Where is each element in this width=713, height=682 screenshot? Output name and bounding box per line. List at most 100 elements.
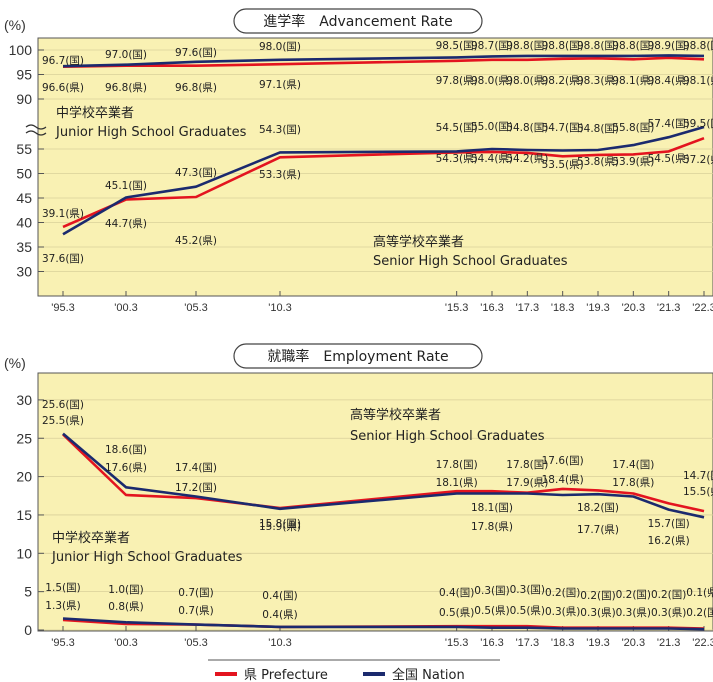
adv-senior-label-ja: 高等学校卒業者 xyxy=(373,234,464,250)
employment-grid xyxy=(38,399,713,631)
data-label: 0.2(国) xyxy=(651,589,686,601)
advancement-title: 進学率 Advancement Rate xyxy=(263,13,452,30)
legend: 県 Prefecture 全国 Nation xyxy=(208,659,500,682)
data-label: 0.4(県) xyxy=(262,609,297,621)
data-label: 97.6(国) xyxy=(175,47,217,59)
data-label: 47.3(国) xyxy=(175,167,217,179)
data-label: 17.7(県) xyxy=(577,524,619,536)
y-tick-label: 50 xyxy=(16,166,32,182)
data-label: 98.8(国) xyxy=(577,40,619,52)
x-tick-label: '16.3 xyxy=(480,302,504,314)
data-label: 98.3(県) xyxy=(577,75,619,87)
data-label: 54.5(県) xyxy=(648,153,690,165)
x-tick-label: '05.3 xyxy=(184,637,208,649)
data-label: 96.7(国) xyxy=(42,55,84,67)
y-tick-label: 15 xyxy=(16,507,32,523)
data-label: 54.3(国) xyxy=(259,124,301,136)
data-label: 1.3(県) xyxy=(45,600,80,612)
data-label: 0.5(県) xyxy=(474,605,509,617)
data-label: 15.5(県) xyxy=(683,486,713,498)
x-tick-label: '16.3 xyxy=(480,637,504,649)
data-label: 15.8(国) xyxy=(259,518,301,530)
data-label: 98.0(県) xyxy=(471,75,513,87)
data-label: 97.0(国) xyxy=(105,49,147,61)
data-label: 15.7(国) xyxy=(648,518,690,530)
legend-prefecture-label: 県 Prefecture xyxy=(244,668,328,682)
data-label: 17.9(県) xyxy=(506,477,548,489)
data-label: 0.2(国) xyxy=(616,589,651,601)
data-label: 37.6(国) xyxy=(42,253,84,265)
data-label: 97.1(県) xyxy=(259,79,301,91)
data-label: 17.6(国) xyxy=(542,455,584,467)
y-tick-label: 30 xyxy=(16,392,32,408)
data-label: 53.8(県) xyxy=(577,156,619,168)
employment-rate-chart: 就職率 Employment Rate (%) 0 5 10 15 20 25 30 '95… xyxy=(4,343,713,649)
data-label: 98.5(国) xyxy=(436,40,478,52)
x-tick-label: '95.3 xyxy=(51,302,75,314)
y-tick-label: 95 xyxy=(16,67,32,83)
data-label: 0.2(国) xyxy=(686,607,713,619)
data-label: 54.4(県) xyxy=(471,153,513,165)
employment-title-pill xyxy=(233,343,483,369)
x-tick-label: '15.3 xyxy=(445,637,469,649)
y-tick-label: 5 xyxy=(24,584,32,600)
data-label: 54.7(国) xyxy=(542,122,584,134)
series-line-junior-nation xyxy=(62,54,705,68)
data-label: 98.8(国) xyxy=(506,40,548,52)
data-label: 55.8(国) xyxy=(612,122,654,134)
data-label: 0.3(県) xyxy=(580,607,615,619)
x-tick-label: '17.3 xyxy=(516,637,540,649)
data-label: 96.6(県) xyxy=(42,82,84,94)
x-tick-label: '18.3 xyxy=(551,302,575,314)
y-tick-label: 40 xyxy=(16,215,32,231)
data-label: 0.2(国) xyxy=(545,587,580,599)
legend-nation-label: 全国 Nation xyxy=(392,667,465,682)
y-tick-label: 0 xyxy=(24,622,32,638)
advancement-series-lines xyxy=(62,54,705,236)
data-label: 1.5(国) xyxy=(45,582,80,594)
emp-junior-label-ja: 中学校卒業者 xyxy=(52,530,130,546)
data-label: 96.8(県) xyxy=(175,82,217,94)
data-label: 98.0(県) xyxy=(506,75,548,87)
x-tick-label: '18.3 xyxy=(551,637,575,649)
emp-junior-label-en: Junior High School Graduates xyxy=(51,550,243,565)
employment-data-labels: 25.5(県) 17.6(県) 17.2(国) 15.9(県) 18.1(県) 17.8(… xyxy=(42,399,713,621)
data-label: 54.2(県) xyxy=(506,153,548,165)
x-tick-label: '05.3 xyxy=(184,302,208,314)
data-label: 0.4(国) xyxy=(262,590,297,602)
data-label: 16.2(県) xyxy=(648,535,690,547)
data-label: 53.9(県) xyxy=(612,156,654,168)
series-line-junior-prefecture xyxy=(62,56,705,68)
data-label: 98.1(県) xyxy=(683,75,713,87)
series-line-senior-nation xyxy=(62,432,705,519)
data-label: 96.8(県) xyxy=(105,82,147,94)
adv-senior-label-en: Senior High School Graduates xyxy=(373,254,568,269)
data-label: 57.4(国) xyxy=(648,118,690,130)
data-label: 17.8(国) xyxy=(436,459,478,471)
data-label: 25.6(国) xyxy=(42,399,84,411)
data-label: 0.7(国) xyxy=(178,587,213,599)
data-label: 98.0(国) xyxy=(259,41,301,53)
data-label: 57.2(県) xyxy=(683,154,713,166)
data-label: 0.3(県) xyxy=(545,606,580,618)
data-label: 0.3(県) xyxy=(616,607,651,619)
data-label: 0.5(県) xyxy=(439,607,474,619)
y-tick-label: 25 xyxy=(16,430,32,446)
data-label: 17.6(県) xyxy=(105,462,147,474)
data-label: 0.1(県) xyxy=(686,587,713,599)
y-tick-label: 20 xyxy=(16,469,32,485)
x-tick-label: '21.3 xyxy=(657,302,681,314)
data-label: 17.8(県) xyxy=(612,477,654,489)
adv-junior-label-ja: 中学校卒業者 xyxy=(56,105,134,121)
axis-break-mark-lower xyxy=(25,130,47,136)
employment-x-ticks: '95.3 '00.3 '05.3 '10.3 '15.3 '16.3 '17.3 '18.3… xyxy=(51,626,713,649)
data-label: 98.8(国) xyxy=(683,40,713,52)
data-label: 98.7(国) xyxy=(471,40,513,52)
series-line-senior-nation xyxy=(62,125,705,236)
data-label: 98.9(国) xyxy=(648,40,690,52)
x-tick-label: '95.3 xyxy=(51,637,75,649)
data-label: 54.5(国) xyxy=(436,122,478,134)
data-label: 54.3(県) xyxy=(436,153,478,165)
data-label: 53.3(県) xyxy=(259,169,301,181)
